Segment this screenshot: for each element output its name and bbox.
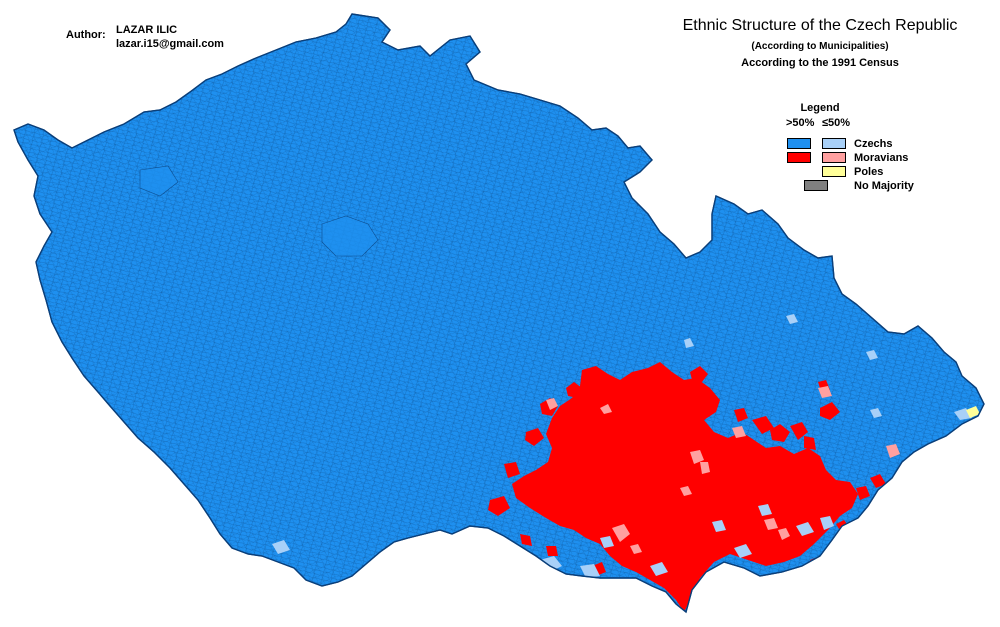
- legend-label-no-majority: No Majority: [854, 180, 914, 192]
- author-name: LAZAR ILIC: [116, 24, 178, 36]
- map-census-note: According to the 1991 Census: [741, 57, 899, 69]
- legend-header-plurality: ≤50%: [822, 117, 851, 129]
- map-title: Ethnic Structure of the Czech Republic: [682, 17, 958, 34]
- legend-label-poles: Poles: [854, 166, 884, 178]
- moravian-plurality-patches: [546, 386, 900, 554]
- legend-label-moravians: Moravians: [854, 152, 909, 164]
- legend-swatch-moravian-plurality: [822, 152, 846, 163]
- legend-swatch-czech-plurality: [822, 138, 846, 149]
- legend-swatch-polish-plurality: [822, 166, 846, 177]
- polish-plurality-patch: [966, 406, 980, 418]
- author-label: Author:: [66, 29, 106, 41]
- legend-label-czechs: Czechs: [854, 138, 893, 150]
- author-email: lazar.i15@gmail.com: [116, 38, 224, 50]
- legend-swatch-moravian-majority: [787, 152, 811, 163]
- map-subtitle: (According to Municipalities): [751, 41, 889, 52]
- legend-swatch-no-majority: [804, 180, 828, 191]
- legend-swatch-czech-majority: [787, 138, 811, 149]
- czech-plurality-patches: [272, 314, 972, 578]
- legend-header-majority: >50%: [786, 117, 815, 129]
- legend-title: Legend: [800, 102, 840, 114]
